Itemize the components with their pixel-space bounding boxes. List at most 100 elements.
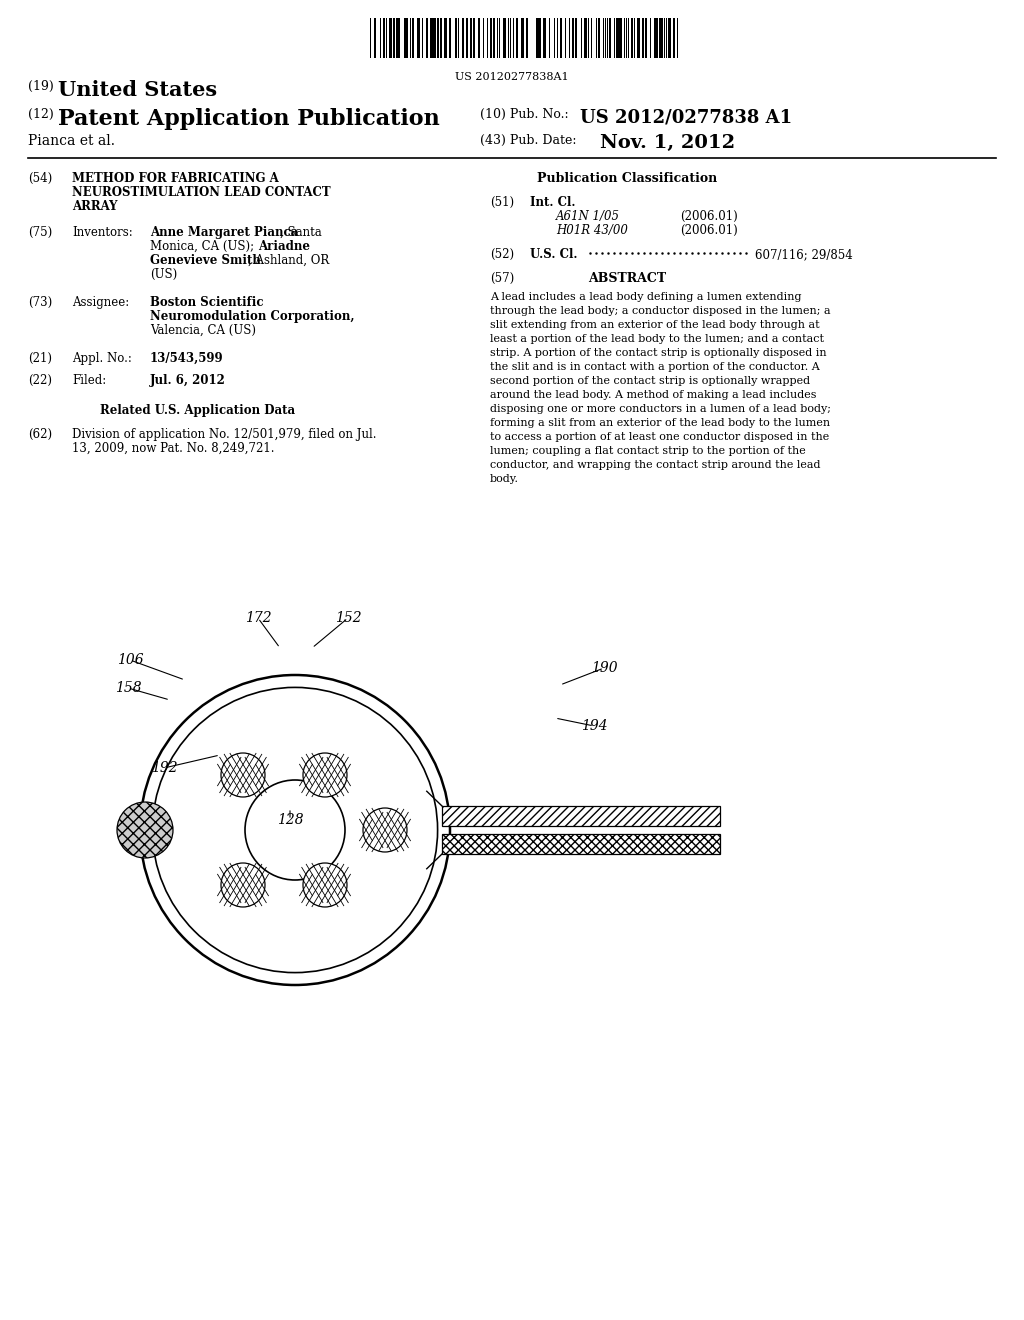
Bar bbox=[455, 18, 457, 58]
Ellipse shape bbox=[117, 803, 173, 858]
Bar bbox=[389, 18, 392, 58]
Bar bbox=[624, 18, 625, 58]
Text: conductor, and wrapping the contact strip around the lead: conductor, and wrapping the contact stri… bbox=[490, 459, 820, 470]
Text: Genevieve Smith: Genevieve Smith bbox=[150, 253, 261, 267]
Text: body.: body. bbox=[490, 474, 519, 484]
Bar bbox=[637, 18, 640, 58]
Text: Anne Margaret Pianca: Anne Margaret Pianca bbox=[150, 226, 298, 239]
Bar bbox=[549, 18, 550, 58]
Text: 128: 128 bbox=[276, 813, 303, 828]
Bar bbox=[521, 18, 524, 58]
Bar bbox=[632, 18, 633, 58]
Bar bbox=[560, 18, 562, 58]
Bar bbox=[432, 18, 435, 58]
Bar bbox=[634, 18, 635, 58]
Text: Filed:: Filed: bbox=[72, 374, 106, 387]
Text: (22): (22) bbox=[28, 374, 52, 387]
Bar bbox=[478, 18, 480, 58]
Ellipse shape bbox=[221, 752, 265, 797]
Bar bbox=[489, 18, 492, 58]
Ellipse shape bbox=[303, 863, 347, 907]
Text: slit extending from an exterior of the lead body through at: slit extending from an exterior of the l… bbox=[490, 319, 819, 330]
Bar bbox=[575, 18, 578, 58]
Text: U.S. Cl.: U.S. Cl. bbox=[530, 248, 578, 261]
Bar bbox=[673, 18, 675, 58]
Text: Pianca et al.: Pianca et al. bbox=[28, 135, 115, 148]
Bar bbox=[383, 18, 385, 58]
Text: (57): (57) bbox=[490, 272, 514, 285]
Bar bbox=[664, 18, 665, 58]
Bar bbox=[430, 18, 431, 58]
Text: (21): (21) bbox=[28, 352, 52, 366]
Text: Patent Application Publication: Patent Application Publication bbox=[58, 108, 439, 129]
Bar bbox=[654, 18, 657, 58]
Text: 106: 106 bbox=[117, 653, 143, 667]
Bar bbox=[677, 18, 678, 58]
Text: Appl. No.:: Appl. No.: bbox=[72, 352, 132, 366]
Text: strip. A portion of the contact strip is optionally disposed in: strip. A portion of the contact strip is… bbox=[490, 348, 826, 358]
Text: (43) Pub. Date:: (43) Pub. Date: bbox=[480, 135, 577, 147]
Text: 194: 194 bbox=[581, 719, 607, 733]
Text: , Santa: , Santa bbox=[280, 226, 322, 239]
Bar bbox=[450, 18, 452, 58]
Text: Monica, CA (US);: Monica, CA (US); bbox=[150, 240, 258, 253]
Bar bbox=[426, 18, 428, 58]
Text: Nov. 1, 2012: Nov. 1, 2012 bbox=[600, 135, 735, 152]
Text: Related U.S. Application Data: Related U.S. Application Data bbox=[100, 404, 295, 417]
Bar bbox=[462, 18, 464, 58]
Text: 190: 190 bbox=[591, 661, 617, 675]
Text: Jul. 6, 2012: Jul. 6, 2012 bbox=[150, 374, 226, 387]
Text: ARRAY: ARRAY bbox=[72, 201, 118, 213]
Bar bbox=[662, 18, 663, 58]
Bar bbox=[473, 18, 474, 58]
Bar bbox=[658, 18, 660, 58]
Bar bbox=[621, 18, 623, 58]
Bar bbox=[407, 18, 408, 58]
Text: 607/116; 29/854: 607/116; 29/854 bbox=[755, 248, 853, 261]
Bar bbox=[398, 18, 399, 58]
Text: disposing one or more conductors in a lumen of a lead body;: disposing one or more conductors in a lu… bbox=[490, 404, 831, 414]
Bar bbox=[642, 18, 643, 58]
Text: Assignee:: Assignee: bbox=[72, 296, 129, 309]
Text: Publication Classification: Publication Classification bbox=[537, 172, 717, 185]
Text: Division of application No. 12/501,979, filed on Jul.: Division of application No. 12/501,979, … bbox=[72, 428, 377, 441]
Bar bbox=[526, 18, 528, 58]
Bar bbox=[403, 18, 406, 58]
Bar bbox=[510, 18, 511, 58]
Bar bbox=[669, 18, 672, 58]
Text: (12): (12) bbox=[28, 108, 53, 121]
Text: Valencia, CA (US): Valencia, CA (US) bbox=[150, 323, 256, 337]
Bar bbox=[540, 18, 541, 58]
Ellipse shape bbox=[303, 752, 347, 797]
Bar bbox=[538, 18, 539, 58]
Text: Neuromodulation Corporation,: Neuromodulation Corporation, bbox=[150, 310, 354, 323]
Bar bbox=[412, 18, 414, 58]
Bar bbox=[645, 18, 647, 58]
Bar bbox=[588, 18, 589, 58]
Text: second portion of the contact strip is optionally wrapped: second portion of the contact strip is o… bbox=[490, 376, 810, 385]
Bar bbox=[442, 807, 720, 826]
Text: 152: 152 bbox=[335, 611, 361, 624]
Bar bbox=[386, 18, 387, 58]
Text: (62): (62) bbox=[28, 428, 52, 441]
Text: the slit and is in contact with a portion of the conductor. A: the slit and is in contact with a portio… bbox=[490, 362, 820, 372]
Text: 192: 192 bbox=[151, 762, 177, 775]
Text: (52): (52) bbox=[490, 248, 514, 261]
Bar bbox=[417, 18, 420, 58]
Text: United States: United States bbox=[58, 81, 217, 100]
Bar bbox=[591, 18, 593, 58]
Bar bbox=[375, 18, 377, 58]
Text: US 2012/0277838 A1: US 2012/0277838 A1 bbox=[580, 108, 793, 125]
Text: (73): (73) bbox=[28, 296, 52, 309]
Bar bbox=[508, 18, 509, 58]
Bar bbox=[442, 834, 720, 854]
Text: Boston Scientific: Boston Scientific bbox=[150, 296, 263, 309]
Text: Int. Cl.: Int. Cl. bbox=[530, 195, 575, 209]
Bar bbox=[487, 18, 488, 58]
Text: US 20120277838A1: US 20120277838A1 bbox=[456, 73, 568, 82]
Bar bbox=[516, 18, 518, 58]
Bar bbox=[605, 18, 606, 58]
Bar bbox=[440, 18, 442, 58]
Text: through the lead body; a conductor disposed in the lumen; a: through the lead body; a conductor dispo… bbox=[490, 306, 830, 315]
Text: 13/543,599: 13/543,599 bbox=[150, 352, 223, 366]
